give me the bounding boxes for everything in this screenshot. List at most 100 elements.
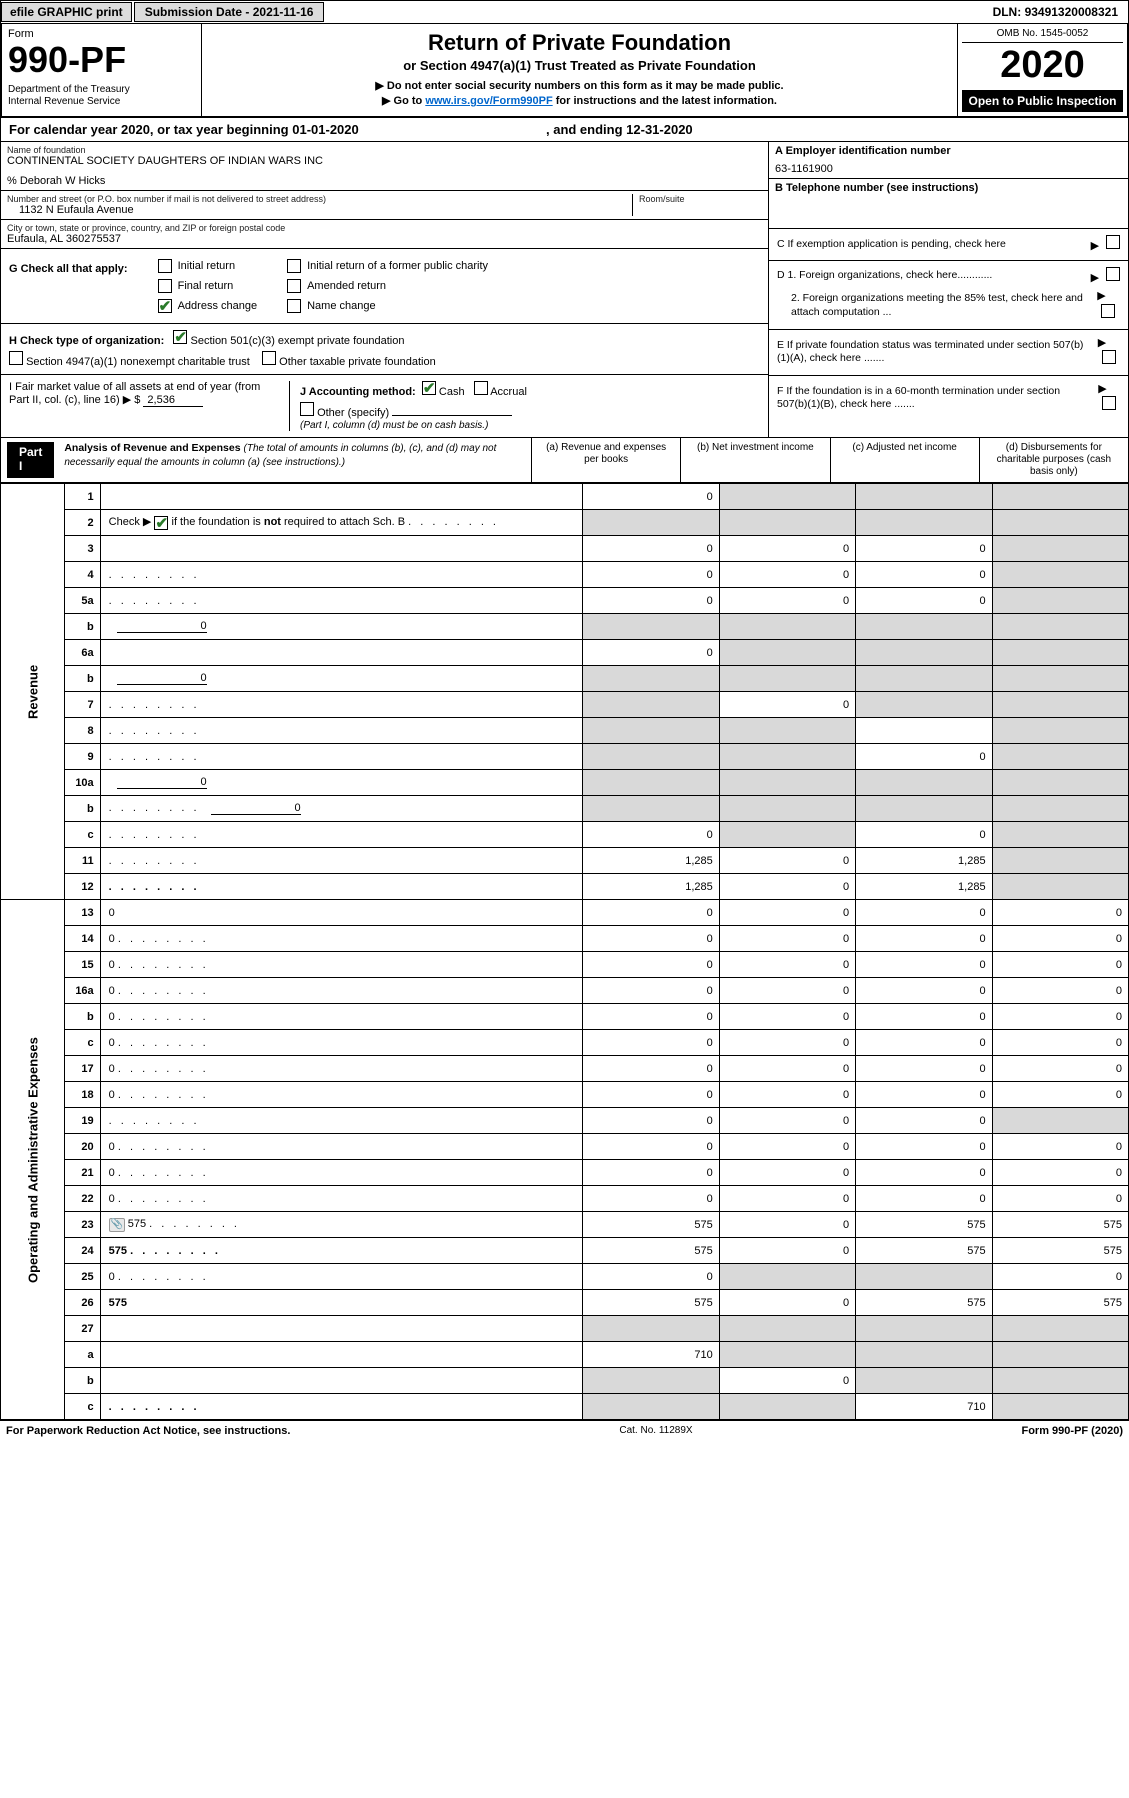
line-description: 0 . . . . . . . . — [100, 1004, 583, 1030]
line-number: 26 — [65, 1290, 101, 1316]
form990pf-link[interactable]: www.irs.gov/Form990PF — [425, 95, 552, 107]
col-c-value: 0 — [856, 1108, 992, 1134]
col-c-value — [856, 614, 992, 640]
line-number: a — [65, 1342, 101, 1368]
col-c-value: 710 — [856, 1394, 992, 1420]
col-a-value: 0 — [583, 1056, 719, 1082]
col-b-value: 0 — [719, 692, 855, 718]
identity-right: A Employer identification number 63-1161… — [768, 142, 1128, 437]
col-c-value: 0 — [856, 1134, 992, 1160]
section-d: D 1. Foreign organizations, check here..… — [769, 261, 1128, 330]
checkbox-cash[interactable] — [422, 381, 436, 395]
col-a-value: 0 — [583, 952, 719, 978]
checkbox-f[interactable] — [1102, 396, 1116, 410]
col-d-value — [992, 1394, 1128, 1420]
checkbox-name-change[interactable] — [287, 299, 301, 313]
col-c-value: 575 — [856, 1290, 992, 1316]
col-b-value: 0 — [719, 952, 855, 978]
col-b-value: 0 — [719, 1160, 855, 1186]
fmv-amount: 2,536 — [143, 394, 203, 407]
col-d-value: 575 — [992, 1290, 1128, 1316]
col-a-value — [583, 692, 719, 718]
line-description: . . . . . . . . — [100, 718, 583, 744]
checkbox-pending[interactable] — [1106, 235, 1120, 249]
col-c-value: 0 — [856, 744, 992, 770]
line-description: . . . . . . . . — [100, 848, 583, 874]
col-a-value: 575 — [583, 1238, 719, 1264]
col-b-value — [719, 484, 855, 510]
col-b-value: 0 — [719, 1004, 855, 1030]
section-f: F If the foundation is in a 60-month ter… — [769, 376, 1128, 421]
col-c-value — [856, 1342, 992, 1368]
col-c-value: 0 — [856, 900, 992, 926]
line-number: 5a — [65, 588, 101, 614]
table-row: 220 . . . . . . . .0000 — [1, 1186, 1129, 1212]
table-row: 27 — [1, 1316, 1129, 1342]
col-d-value: 0 — [992, 1186, 1128, 1212]
checkbox-address-change[interactable] — [158, 299, 172, 313]
checkbox-amended-return[interactable] — [287, 279, 301, 293]
line-description: 0 . . . . . . . . — [100, 952, 583, 978]
line-description: 📎 575 . . . . . . . . — [100, 1212, 583, 1238]
checkbox-other-method[interactable] — [300, 402, 314, 416]
col-d-value: 575 — [992, 1238, 1128, 1264]
line-description: . . . . . . . . — [100, 1394, 583, 1420]
col-c-value: 0 — [856, 978, 992, 1004]
line-number: 1 — [65, 484, 101, 510]
col-a-value: 0 — [583, 1030, 719, 1056]
col-a-value — [583, 666, 719, 692]
col-b-value: 0 — [719, 536, 855, 562]
col-a-value: 0 — [583, 1108, 719, 1134]
line-number: c — [65, 1394, 101, 1420]
department: Department of the Treasury Internal Reve… — [8, 84, 195, 108]
col-a-value — [583, 510, 719, 536]
col-c-value: 0 — [856, 562, 992, 588]
table-row: a710 — [1, 1342, 1129, 1368]
col-b-value: 0 — [719, 1030, 855, 1056]
table-row: b0 . . . . . . . .0000 — [1, 1004, 1129, 1030]
col-b-value — [719, 822, 855, 848]
col-d-value — [992, 848, 1128, 874]
line-description — [100, 1316, 583, 1342]
table-row: 16a0 . . . . . . . .0000 — [1, 978, 1129, 1004]
section-i: I Fair market value of all assets at end… — [9, 381, 269, 407]
foundation-name-cell: Name of foundation CONTINENTAL SOCIETY D… — [1, 142, 768, 191]
table-row: b 0 — [1, 614, 1129, 640]
address-cell: Number and street (or P.O. box number if… — [1, 191, 768, 220]
col-d-value: 0 — [992, 900, 1128, 926]
col-c-value — [856, 666, 992, 692]
col-d-value: 0 — [992, 1004, 1128, 1030]
checkbox-e[interactable] — [1102, 350, 1116, 364]
col-c-value: 1,285 — [856, 874, 992, 900]
col-b-value — [719, 1342, 855, 1368]
checkbox-d1[interactable] — [1106, 267, 1120, 281]
attachment-icon[interactable]: 📎 — [109, 1218, 125, 1232]
table-row: Operating and Administrative Expenses130… — [1, 900, 1129, 926]
checkbox-initial-return[interactable] — [158, 259, 172, 273]
checkbox-initial-former[interactable] — [287, 259, 301, 273]
checkbox-final-return[interactable] — [158, 279, 172, 293]
col-d-value: 0 — [992, 1134, 1128, 1160]
section-g: G Check all that apply: Initial return F… — [1, 249, 768, 324]
col-b-value — [719, 510, 855, 536]
checkbox-501c3[interactable] — [173, 330, 187, 344]
line-number: c — [65, 822, 101, 848]
col-b-value — [719, 666, 855, 692]
checkbox-other-taxable[interactable] — [262, 351, 276, 365]
col-a-value — [583, 744, 719, 770]
checkbox-4947[interactable] — [9, 351, 23, 365]
col-b-value: 0 — [719, 562, 855, 588]
col-a-value: 0 — [583, 822, 719, 848]
line-number: 3 — [65, 536, 101, 562]
line-description: . . . . . . . . 0 — [100, 796, 583, 822]
col-c-value: 0 — [856, 536, 992, 562]
line-number: 18 — [65, 1082, 101, 1108]
part1-tag: Part I — [7, 442, 54, 478]
checkbox-accrual[interactable] — [474, 381, 488, 395]
line-number: 21 — [65, 1160, 101, 1186]
col-a-value: 0 — [583, 536, 719, 562]
col-d-value — [992, 692, 1128, 718]
table-row: 4 . . . . . . . .000 — [1, 562, 1129, 588]
col-b-value — [719, 640, 855, 666]
checkbox-d2[interactable] — [1101, 304, 1115, 318]
